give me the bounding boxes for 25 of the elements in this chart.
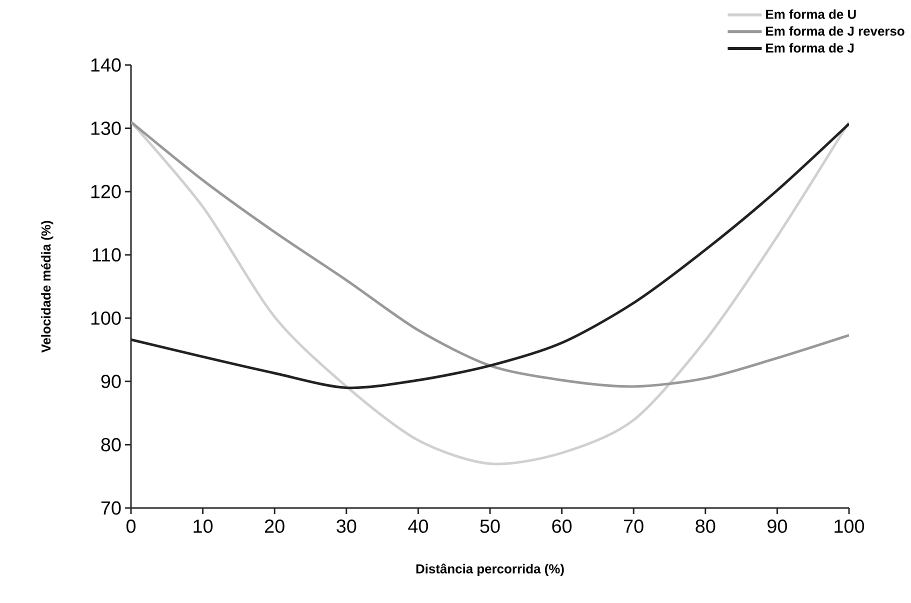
x-tick-label: 100 — [834, 519, 864, 533]
x-axis-title: Distância percorrida (%) — [416, 564, 564, 576]
x-tick-label: 0 — [126, 519, 136, 533]
y-tick-label: 110 — [92, 248, 121, 262]
x-tick-label: 80 — [696, 519, 716, 533]
x-tick-label: 10 — [194, 519, 213, 533]
legend-label: Em forma de J — [766, 43, 854, 53]
x-tick-label: 70 — [624, 519, 644, 533]
line-series — [131, 120, 850, 466]
y-axis-title: Velocidade média (%) — [41, 220, 54, 353]
y-tick-label: 90 — [101, 374, 121, 388]
x-tick-label: 90 — [768, 519, 787, 533]
legend-label: Em forma de U — [766, 9, 856, 19]
x-tick-label: 60 — [552, 519, 572, 533]
y-tick-label: 130 — [91, 122, 121, 135]
y-tick-label: 70 — [101, 501, 121, 515]
y-tick-label: 120 — [91, 184, 121, 198]
x-tick-label: 40 — [408, 519, 428, 533]
x-tick-label: 20 — [265, 519, 284, 533]
y-tick-label: 140 — [91, 58, 121, 72]
legend-label: Em forma de J reverso — [766, 26, 904, 36]
y-tick-label: 80 — [101, 438, 121, 452]
x-tick-label: 50 — [480, 519, 500, 533]
y-tick-label: 100 — [91, 311, 121, 325]
x-tick-label: 30 — [336, 519, 356, 533]
